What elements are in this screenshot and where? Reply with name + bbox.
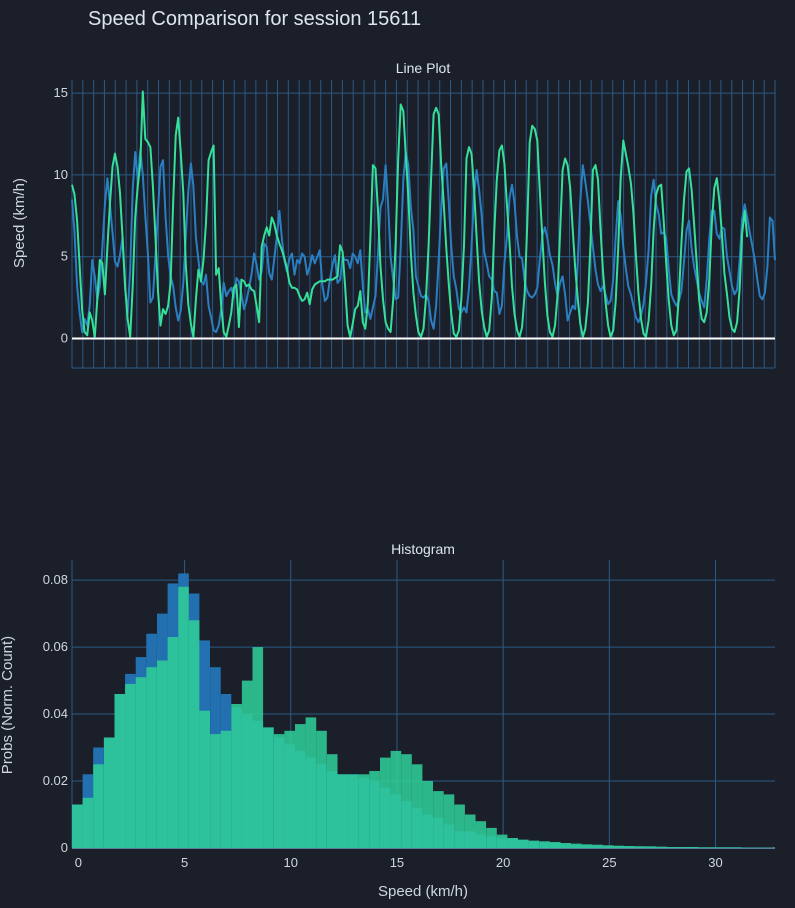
histogram-xtick-label: 5 <box>181 855 188 870</box>
histogram-xtick-label: 15 <box>390 855 404 870</box>
line-plot-ytick-label: 0 <box>61 331 68 346</box>
histogram-bar-green <box>114 694 126 848</box>
histogram-bar-green <box>528 840 540 848</box>
histogram-bar-green <box>518 839 529 848</box>
histogram-bar-green <box>284 730 295 848</box>
histogram-bar-green <box>709 847 720 848</box>
histogram-xlabel: Speed (km/h) <box>378 883 468 900</box>
histogram-bar-green <box>188 620 200 848</box>
histogram-bar-green <box>125 683 136 848</box>
histogram-ytick-label: 0.02 <box>43 773 68 788</box>
histogram-bar-green <box>380 757 391 848</box>
histogram-bar-green <box>464 814 476 848</box>
line-plot: Line Plot Speed (km/h) 0 5 10 15 <box>11 60 776 369</box>
histogram-bar-green <box>273 734 285 848</box>
line-plot-title: Line Plot <box>396 60 451 76</box>
histogram-bar-green <box>687 847 699 848</box>
histogram-bar-green <box>316 730 327 848</box>
histogram-xtick-label: 30 <box>708 855 722 870</box>
histogram-bar-green <box>496 834 508 848</box>
histogram-bar-green <box>93 764 104 848</box>
histogram-bar-green <box>507 838 518 848</box>
histogram-bar-green <box>210 734 221 848</box>
histogram-bar-green <box>454 804 465 848</box>
histogram-xtick-label: 0 <box>75 855 82 870</box>
histogram-ytick-label: 0 <box>61 840 68 855</box>
histogram-bar-green <box>146 667 157 848</box>
histogram-bar-green <box>645 846 656 848</box>
histogram-bar-green <box>390 750 402 848</box>
histogram-bar-green <box>241 680 253 848</box>
histogram-xtick-label: 10 <box>284 855 298 870</box>
histogram-ylabel: Probs (Norm. Count) <box>0 636 16 774</box>
histogram-bar-green <box>358 774 370 848</box>
histogram-bar-green <box>539 841 550 848</box>
histogram-bar-green <box>422 781 433 848</box>
histogram-bar-green <box>82 797 94 848</box>
histogram-bar-green <box>624 846 635 848</box>
histogram-bar-green <box>199 710 210 848</box>
histogram-bar-green <box>178 586 189 848</box>
histogram-bar-green <box>252 647 264 848</box>
histogram-bar-green <box>220 730 232 848</box>
histogram-ticks: 0 0.02 0.04 0.06 0.08 0 5 10 15 20 25 30 <box>43 572 723 870</box>
histogram-bar-green <box>326 754 338 848</box>
line-plot-ylabel: Speed (km/h) <box>11 178 28 268</box>
histogram-bar-green <box>411 764 423 848</box>
histogram-bar-green <box>433 791 444 848</box>
histogram-bar-green <box>135 677 147 848</box>
histogram-bar-green <box>401 754 412 848</box>
histogram-bar-green <box>486 827 497 848</box>
line-series-green <box>71 90 749 338</box>
histogram-bar-green <box>348 774 359 848</box>
histogram-bar-green <box>157 660 168 848</box>
histogram-bar-green <box>72 804 83 848</box>
page-title: Speed Comparison for session 15611 <box>88 8 422 30</box>
histogram-ytick-label: 0.06 <box>43 639 68 654</box>
histogram-xtick-label: 20 <box>496 855 510 870</box>
histogram-bar-green <box>634 846 646 848</box>
histogram-ytick-label: 0.08 <box>43 572 68 587</box>
histogram-title: Histogram <box>391 541 455 557</box>
histogram-bar-green <box>613 845 625 848</box>
line-plot-ytick-label: 15 <box>54 85 68 100</box>
histogram-bar-green <box>295 724 306 848</box>
histogram-bar-green <box>719 847 731 848</box>
histogram-bar-green <box>369 771 380 848</box>
histogram-ytick-label: 0.04 <box>43 706 68 721</box>
line-plot-yticks: 0 5 10 15 <box>54 85 68 345</box>
line-plot-series <box>71 90 776 338</box>
histogram-bar-green <box>698 847 710 848</box>
histogram-bar-green <box>603 845 614 848</box>
histogram-bar-green <box>475 821 487 848</box>
histogram-bar-green <box>666 847 678 848</box>
histogram-bar-green <box>581 844 593 848</box>
histogram-bar-green <box>263 727 274 848</box>
histogram-xtick-label: 25 <box>602 855 616 870</box>
histogram-bar-green <box>231 704 242 848</box>
line-plot-ytick-label: 10 <box>54 167 68 182</box>
histogram-bars <box>72 573 773 848</box>
histogram-bar-green <box>103 737 115 848</box>
histogram-bar-green <box>443 794 455 848</box>
histogram-plot: Histogram Probs (Norm. Count) Speed (km/… <box>0 541 775 900</box>
line-plot-ytick-label: 5 <box>61 249 68 264</box>
histogram-bar-green <box>167 637 179 848</box>
histogram-bar-green <box>560 843 572 848</box>
histogram-bar-green <box>656 846 667 848</box>
histogram-bar-green <box>337 774 349 848</box>
histogram-bar-green <box>677 847 688 848</box>
line-series-blue <box>71 149 776 333</box>
histogram-bar-green <box>549 842 561 848</box>
histogram-bar-green <box>305 717 317 848</box>
histogram-bar-green <box>592 844 603 848</box>
histogram-bar-green <box>571 843 582 848</box>
histogram-bar-green <box>730 847 741 848</box>
